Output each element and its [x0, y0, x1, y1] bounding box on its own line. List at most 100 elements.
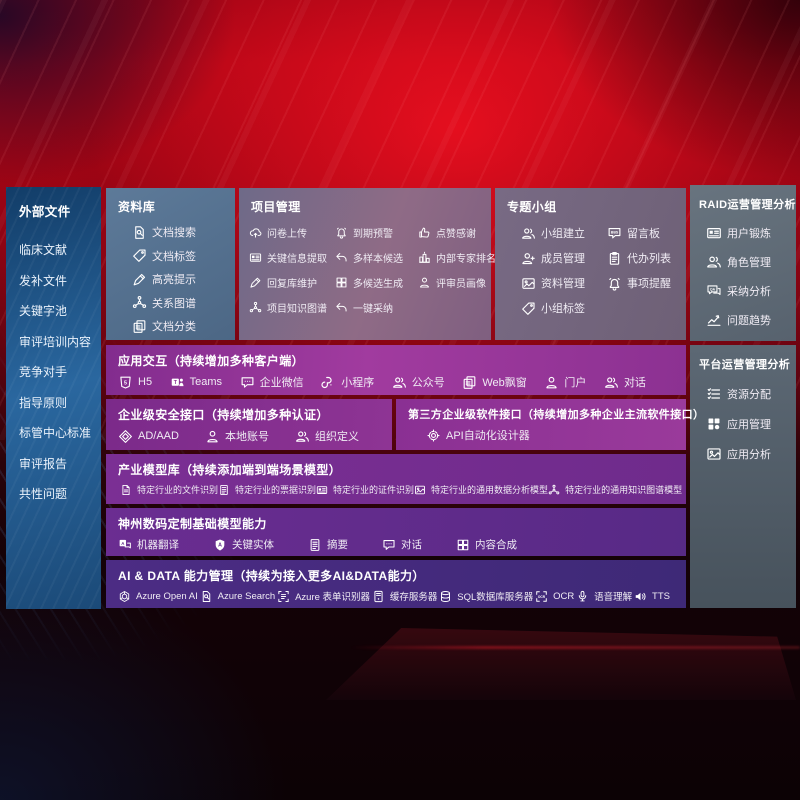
feature-item: 小组建立 — [521, 225, 607, 241]
feature-item: 内部专家排名 — [418, 250, 496, 265]
group-create-icon — [521, 226, 536, 241]
row-title: 神州数码定制基础模型能力 — [118, 517, 267, 531]
background-glow-line — [350, 646, 800, 649]
feature-item: 回复库维护 — [249, 275, 335, 290]
service-item: TTS — [634, 590, 670, 603]
app-interaction-row: 应用交互（持续增加多种客户端） H5 Teams 企业微信 小程序 公众号 Web飘窗 门户… — [106, 345, 686, 395]
tts-icon — [634, 590, 647, 603]
feature-item: 高亮提示 — [132, 271, 235, 287]
service-item: 语音理解 — [576, 589, 632, 603]
invoice-recognition-icon — [218, 484, 230, 496]
client-item: 公众号 — [392, 374, 445, 390]
multi-generate-icon — [335, 276, 348, 289]
external-files-panel: 外部文件 临床文献 发补文件 关键字池 审评培训内容 竞争对手 指导原则 标管中心标准 审评报… — [6, 187, 101, 609]
client-item: 企业微信 — [240, 374, 304, 390]
client-item: Teams — [170, 375, 222, 390]
security-list: AD/AAD 本地账号 组织定义 — [118, 428, 380, 444]
client-item: 对话 — [604, 374, 646, 390]
raid-list: 用户锻炼 角色管理 采纳分析 问题趋势 — [690, 212, 796, 328]
feature-item: 采纳分析 — [706, 283, 796, 299]
feature-item: 文档标签 — [132, 248, 235, 264]
data-analysis-model-icon — [414, 484, 426, 496]
role-manage-icon — [706, 254, 722, 270]
chat-dialog-icon — [382, 538, 396, 552]
raid-operations-panel: RAID运营管理分析 用户锻炼 角色管理 采纳分析 问题趋势 — [690, 185, 796, 341]
external-file-item: 共性问题 — [19, 487, 68, 501]
project-column-2: 到期预警 多样本候选 多候选生成 一键采纳 — [335, 225, 418, 315]
capability-item: 对话 — [382, 537, 422, 552]
user-training-icon — [706, 225, 722, 241]
ocr-icon — [535, 590, 548, 603]
client-item: Web飘窗 — [462, 374, 527, 390]
groups-column-2: 留言板 代办列表 事项提醒 — [607, 225, 686, 316]
client-item: 门户 — [544, 374, 586, 390]
speech-understand-icon — [576, 590, 589, 603]
file-recognition-icon — [120, 484, 132, 496]
ai-data-row: AI & DATA 能力管理（持续为接入更多AI&DATA能力） Azure O… — [106, 560, 686, 608]
platform-operations-panel: 平台运营管理分析 资源分配 应用管理 应用分析 — [690, 345, 796, 608]
key-entity-icon — [213, 538, 227, 552]
row-title: 第三方企业级软件接口（持续增加多种企业主流软件接口） — [408, 409, 705, 421]
highlight-icon — [132, 272, 147, 287]
panel-title: 资料库 — [118, 200, 156, 214]
feature-item: 事项提醒 — [607, 275, 686, 291]
dialog-icon — [604, 375, 619, 390]
model-item: 特定行业的文件识别 — [120, 483, 218, 496]
knowledge-graph-icon — [249, 301, 262, 314]
ad-aad-icon — [118, 429, 133, 444]
enterprise-security-row: 企业级安全接口（持续增加多种认证） AD/AAD 本地账号 组织定义 — [106, 399, 392, 450]
feature-item: 点赞感谢 — [418, 225, 496, 240]
feature-item: 应用分析 — [706, 446, 796, 462]
feature-item: 评审员画像 — [418, 275, 496, 290]
capability-item: 摘要 — [308, 537, 348, 552]
project-management-panel: 项目管理 问卷上传 关键信息提取 回复库维护 项目知识图谱 到期预警 多样本候选 多候选生… — [239, 188, 496, 340]
auth-item: 组织定义 — [295, 428, 359, 444]
feature-item: 文档搜索 — [132, 224, 235, 240]
repository-list: 文档搜索 文档标签 高亮提示 关系图谱 文档分类 — [106, 215, 235, 334]
relation-graph-icon — [132, 295, 147, 310]
industry-model-row: 产业模型库（持续添加端到端场景模型） 特定行业的文件识别 特定行业的票据识别 特定行… — [106, 454, 686, 504]
summary-icon — [308, 538, 322, 552]
thumbs-up-icon — [418, 226, 431, 239]
api-designer-icon — [426, 428, 441, 443]
azure-openai-icon — [118, 590, 131, 603]
service-item: Azure 表单识别器 — [277, 589, 370, 603]
client-item: 小程序 — [321, 374, 374, 390]
row-title: AI & DATA 能力管理（持续为接入更多AI&DATA能力） — [118, 569, 425, 583]
teams-icon — [170, 375, 185, 390]
app-analysis-icon — [706, 446, 722, 462]
group-tag-icon — [521, 301, 536, 316]
model-item: 特定行业的证件识别 — [316, 483, 414, 496]
platform-list: 资源分配 应用管理 应用分析 — [690, 372, 796, 462]
deadline-alert-icon — [335, 226, 348, 239]
service-item: 缓存服务器 — [372, 589, 437, 603]
reviewer-profile-icon — [418, 276, 431, 289]
multi-sample-icon — [335, 251, 348, 264]
reminder-icon — [607, 276, 622, 291]
feature-item: 一键采纳 — [335, 300, 418, 315]
one-click-adopt-icon — [335, 301, 348, 314]
member-manage-icon — [521, 251, 536, 266]
capability-item: 内容合成 — [456, 537, 517, 552]
api-item: API自动化设计器 — [426, 427, 530, 443]
row-title: 企业级安全接口（持续增加多种认证） — [118, 408, 329, 422]
feature-item: 角色管理 — [706, 254, 796, 270]
external-files-list: 临床文献 发补文件 关键字池 审评培训内容 竞争对手 指导原则 标管中心标准 审评报告 共性问题 — [6, 220, 101, 502]
sql-database-icon — [439, 590, 452, 603]
panel-title: 专题小组 — [507, 200, 557, 214]
external-file-item: 审评报告 — [19, 456, 68, 471]
repository-panel: 资料库 文档搜索 文档标签 高亮提示 关系图谱 文档分类 — [106, 188, 235, 340]
local-account-icon — [205, 429, 220, 444]
service-item: SQL数据库服务器 — [439, 589, 533, 603]
questionnaire-upload-icon — [249, 226, 262, 239]
doc-tag-icon — [132, 248, 147, 263]
web-popup-icon — [462, 375, 477, 390]
doc-search-icon — [132, 225, 147, 240]
message-board-icon — [607, 226, 622, 241]
project-column-3: 点赞感谢内部专家排名 评审员画像 — [418, 225, 496, 315]
auth-item: 本地账号 — [205, 428, 269, 444]
topic-groups-panel: 专题小组 小组建立 成员管理 资料管理 小组标签 留言板 代办列表 事项提醒 — [495, 188, 686, 340]
feature-item: 用户锻炼 — [706, 225, 796, 241]
panel-title: RAID运营管理分析 — [699, 199, 796, 211]
feature-item: 文档分类 — [132, 318, 235, 334]
